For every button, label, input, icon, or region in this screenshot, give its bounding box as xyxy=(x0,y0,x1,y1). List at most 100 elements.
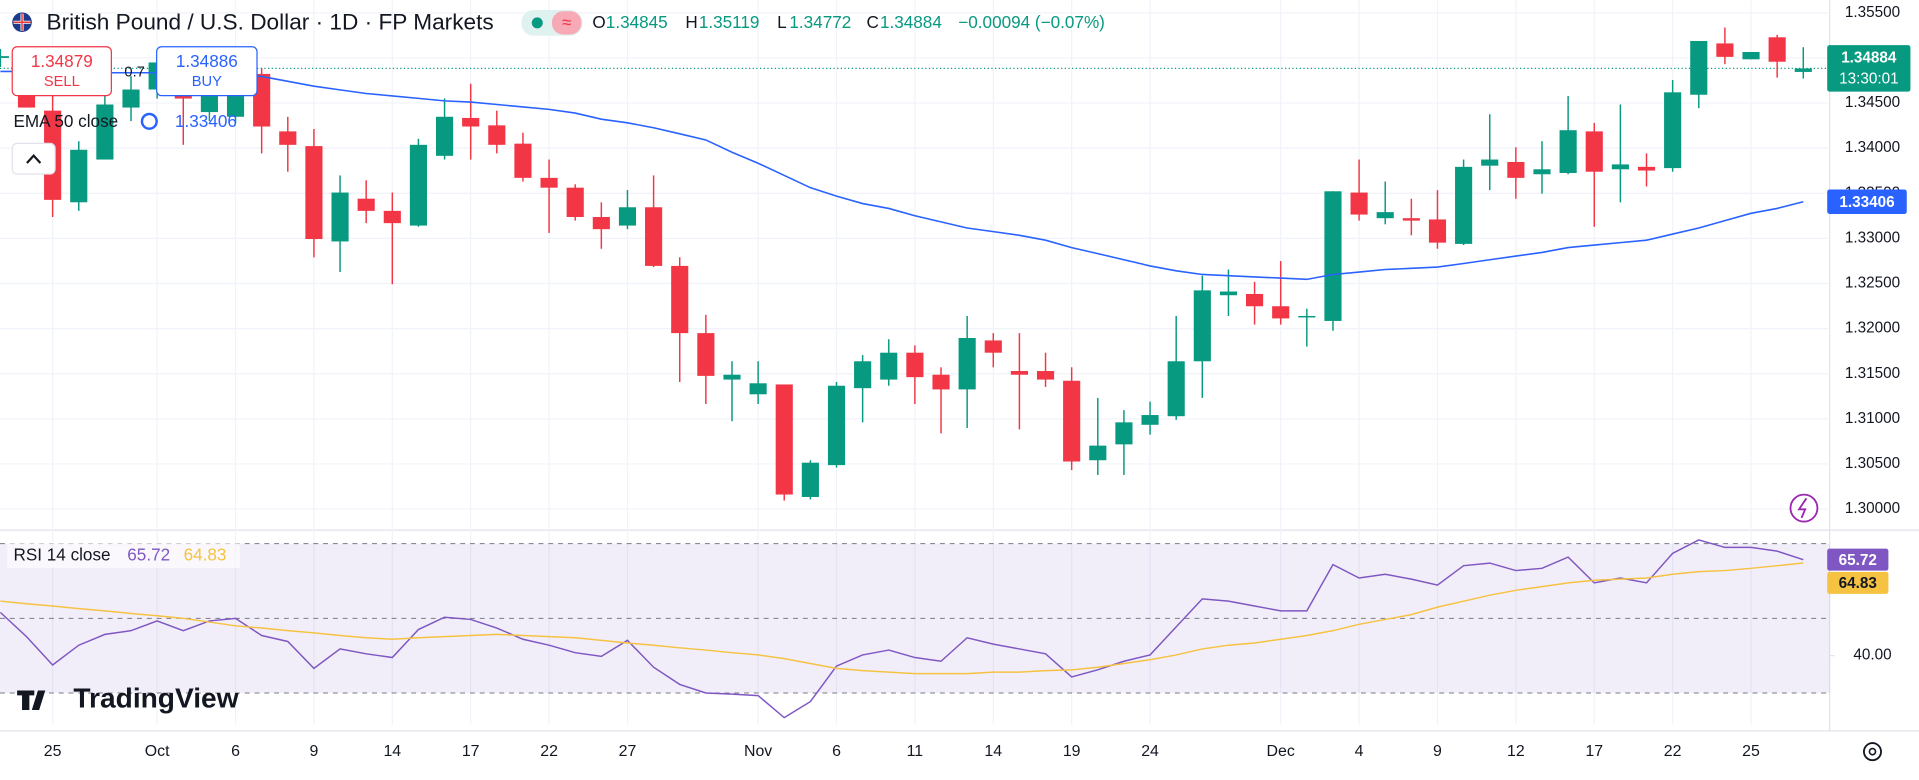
countdown: 13:30:01 xyxy=(1839,70,1898,87)
ohlc-label: H xyxy=(685,12,697,32)
candle-body xyxy=(1428,219,1447,243)
events-icon[interactable] xyxy=(1789,493,1819,523)
candle-body xyxy=(305,146,323,240)
x-tick-label: 12 xyxy=(1507,743,1525,760)
ohlc-label: O xyxy=(592,12,605,32)
candle-body xyxy=(331,192,349,242)
candle-body xyxy=(723,374,741,380)
candle-body xyxy=(749,383,767,395)
current-price-tag xyxy=(1827,45,1911,92)
symbol-title[interactable]: British Pound / U.S. Dollar · 1D · FP Ma… xyxy=(47,9,494,34)
candle-body xyxy=(96,104,114,160)
y-tick-label: 1.34000 xyxy=(1845,139,1900,156)
ohlc-value: 1.35119 xyxy=(699,12,760,32)
ema-line xyxy=(0,70,1804,281)
buy-button[interactable] xyxy=(156,46,258,97)
rsi-value-tag-text: 64.83 xyxy=(1839,575,1877,592)
candle-body xyxy=(1690,40,1708,95)
watermark[interactable]: TradingView xyxy=(73,683,238,714)
ohlc-label: L xyxy=(777,12,787,32)
settings-icon[interactable] xyxy=(1863,742,1882,762)
candle-body xyxy=(1716,43,1734,57)
candle-body xyxy=(435,116,454,156)
candle-body xyxy=(279,131,297,145)
candle-body xyxy=(1115,422,1133,445)
candle-body xyxy=(1768,37,1786,62)
overlay: British Pound / U.S. Dollar · 1D · FP Ma… xyxy=(7,9,1882,762)
candle-body xyxy=(1533,169,1551,175)
candle-body xyxy=(1637,166,1656,171)
x-tick-label: 14 xyxy=(383,743,401,760)
x-tick-label: 22 xyxy=(540,743,558,760)
ema-price-tag xyxy=(1827,189,1907,214)
ema-legend-value: 1.33406 xyxy=(175,111,237,131)
candle-body xyxy=(409,144,428,226)
candle-body xyxy=(801,462,819,497)
candle-body xyxy=(1559,130,1577,173)
rsi-value-tag xyxy=(1827,548,1889,571)
price-tags: 25 Oct 6 9 14 17 22 27 Nov 6 11 14 19 24 Dec 4 9 12 17 22 25… xyxy=(44,4,1911,760)
candle-body xyxy=(1742,51,1760,60)
rsi-line xyxy=(0,539,1804,719)
x-tick-label: 22 xyxy=(1664,743,1682,760)
buy-price[interactable]: 1.34886 xyxy=(176,51,238,71)
candle-body xyxy=(958,337,976,390)
x-tick-label: 9 xyxy=(309,743,318,760)
logo-icon xyxy=(17,690,46,711)
candle-body xyxy=(122,89,140,108)
x-tick-label: 17 xyxy=(1585,743,1603,760)
ohlc-value: 1.34772 xyxy=(789,12,851,32)
buy-label[interactable]: BUY xyxy=(192,74,222,90)
rsi-legend-value: 65.72 xyxy=(127,544,170,564)
candle-body xyxy=(488,125,506,145)
settings-icon xyxy=(1868,747,1877,756)
candle-body xyxy=(1089,445,1107,461)
candle-body xyxy=(514,143,532,178)
rsi-legend[interactable]: RSI 14 close xyxy=(13,544,110,564)
candle-body xyxy=(984,340,1002,353)
collapse-icon xyxy=(26,154,42,164)
candle-body xyxy=(462,117,480,127)
current-price-tag-text: 1.34884 xyxy=(1841,50,1897,67)
candle-body xyxy=(1193,290,1211,362)
delay-icon: ≈ xyxy=(562,12,571,32)
x-tick-label: 6 xyxy=(231,743,240,760)
candle-body xyxy=(70,149,88,203)
sell-price[interactable]: 1.34879 xyxy=(31,51,93,71)
candle-body xyxy=(697,333,715,376)
sell-button[interactable] xyxy=(11,46,112,97)
rsi-ma-legend-value: 64.83 xyxy=(184,544,227,564)
x-tick-label: 9 xyxy=(1433,743,1442,760)
x-tick-label: 25 xyxy=(1742,743,1760,760)
y-tick-label: 1.34500 xyxy=(1845,94,1900,111)
candle-body xyxy=(1376,212,1394,219)
price-change: −0.00094 (−0.07%) xyxy=(958,12,1105,32)
x-tick-label: 24 xyxy=(1141,743,1159,760)
x-tick-label: 19 xyxy=(1063,743,1081,760)
candle-body xyxy=(1481,159,1499,166)
rsi-value-tag-text: 65.72 xyxy=(1839,552,1877,569)
x-tick-label: Nov xyxy=(744,743,772,760)
refresh-icon[interactable] xyxy=(140,112,158,130)
candle-body xyxy=(932,374,950,390)
sell-label[interactable]: SELL xyxy=(44,74,80,90)
candle-body xyxy=(618,207,637,226)
candle-body xyxy=(1272,306,1290,319)
ema-legend[interactable]: EMA 50 close xyxy=(13,111,118,131)
candle-body xyxy=(854,361,872,389)
rsi-tick-label: 40.00 xyxy=(1853,647,1891,664)
y-tick-label: 1.31500 xyxy=(1845,365,1900,382)
candle-body xyxy=(880,352,898,380)
candle-body xyxy=(540,177,558,188)
y-tick-label: 1.32000 xyxy=(1845,320,1900,337)
x-tick-label: 14 xyxy=(984,743,1002,760)
candle-body xyxy=(383,210,401,224)
candle-body xyxy=(1036,371,1055,380)
y-tick-label: 1.30500 xyxy=(1845,455,1900,472)
x-tick-label: Dec xyxy=(1267,743,1295,760)
x-tick-label: 4 xyxy=(1355,743,1364,760)
candle-body xyxy=(1324,191,1342,321)
candle-body xyxy=(1350,192,1368,215)
collapse-button[interactable] xyxy=(11,142,56,175)
